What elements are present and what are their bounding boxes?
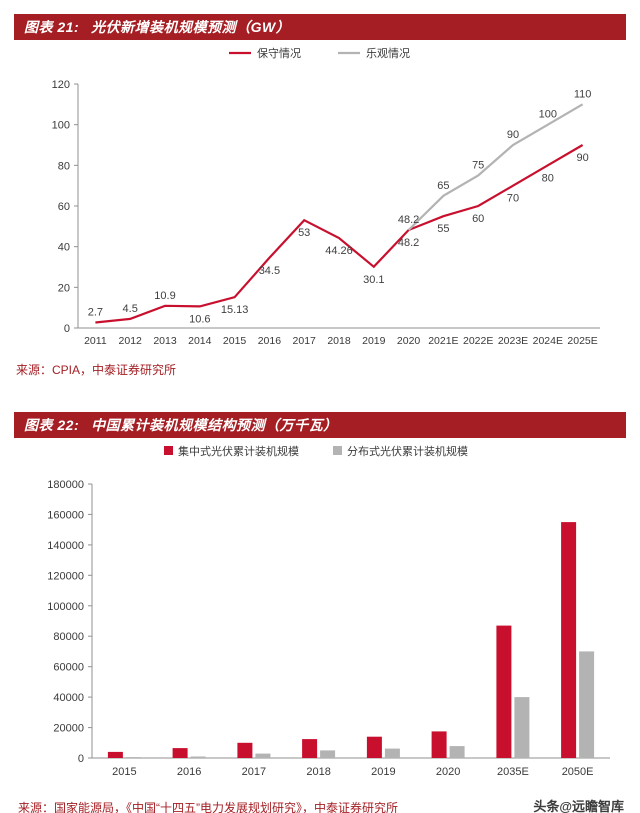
svg-text:30.1: 30.1 (363, 274, 384, 286)
figure-22-tag: 图表 22: (24, 417, 80, 433)
svg-text:2019: 2019 (371, 766, 395, 778)
svg-text:0: 0 (78, 753, 84, 765)
svg-text:100000: 100000 (47, 601, 84, 613)
svg-text:90: 90 (507, 129, 519, 141)
svg-text:2020: 2020 (436, 766, 460, 778)
svg-text:2018: 2018 (306, 766, 330, 778)
svg-text:2017: 2017 (293, 335, 317, 347)
svg-text:2017: 2017 (242, 766, 266, 778)
figure-22-header: 图表 22: 中国累计装机规模结构预测（万千瓦） (14, 412, 626, 438)
svg-text:乐观情况: 乐观情况 (366, 47, 410, 60)
svg-text:2025E: 2025E (567, 335, 597, 347)
svg-text:100: 100 (52, 120, 70, 132)
figure-21: 图表 21: 光伏新增装机规模预测（GW） 0 20 40 60 80 100 120 201… (14, 14, 626, 378)
svg-text:集中式光伏累计装机规模: 集中式光伏累计装机规模 (178, 444, 299, 458)
svg-text:10.6: 10.6 (189, 313, 210, 325)
new-install-line-chart: 0 20 40 60 80 100 120 2011 2012 2013 2014 2015 2016 2… (52, 46, 600, 347)
svg-text:80: 80 (58, 160, 70, 172)
svg-text:34.5: 34.5 (259, 265, 280, 277)
svg-text:0: 0 (64, 323, 70, 335)
svg-text:2015: 2015 (112, 766, 136, 778)
figure-21-tag: 图表 21: (24, 19, 80, 35)
svg-text:44.26: 44.26 (325, 245, 353, 257)
figure-22-footer: 来源：国家能源局，《中国“十四五”电力发展规划研究》，中泰证券研究所 头条@远瞻… (14, 794, 626, 813)
figure-21-body: 0 20 40 60 80 100 120 2011 2012 2013 2014 2015 2016 2… (14, 40, 626, 358)
svg-text:2016: 2016 (258, 335, 282, 347)
svg-text:2015: 2015 (223, 335, 247, 347)
svg-text:2018: 2018 (327, 335, 351, 347)
svg-text:保守情况: 保守情况 (257, 46, 301, 60)
figure-22: 图表 22: 中国累计装机规模结构预测（万千瓦） 0 20000 40000 6000… (14, 412, 626, 813)
svg-text:80000: 80000 (53, 631, 84, 643)
svg-text:2024E: 2024E (533, 335, 563, 347)
svg-text:分布式光伏累计装机规模: 分布式光伏累计装机规模 (347, 444, 468, 458)
svg-text:120000: 120000 (47, 570, 84, 582)
svg-text:2014: 2014 (188, 335, 212, 347)
svg-text:100: 100 (539, 109, 557, 121)
svg-text:2050E: 2050E (562, 766, 594, 778)
figure-22-title: 中国累计装机规模结构预测（万千瓦） (91, 417, 338, 433)
svg-text:55: 55 (437, 223, 449, 235)
svg-text:2023E: 2023E (498, 335, 528, 347)
svg-text:2016: 2016 (177, 766, 201, 778)
figure-21-source: 来源：CPIA，中泰证券研究所 (16, 363, 177, 377)
svg-text:60000: 60000 (53, 662, 84, 674)
svg-text:15.13: 15.13 (221, 304, 249, 316)
figure-21-header: 图表 21: 光伏新增装机规模预测（GW） (14, 14, 626, 40)
svg-text:180000: 180000 (47, 479, 84, 491)
svg-text:2035E: 2035E (497, 766, 529, 778)
svg-text:90: 90 (576, 152, 588, 164)
svg-text:70: 70 (507, 193, 519, 205)
svg-text:4.5: 4.5 (123, 303, 138, 315)
svg-text:48.2: 48.2 (398, 237, 419, 249)
svg-text:20: 20 (58, 282, 70, 294)
svg-text:75: 75 (472, 160, 484, 172)
svg-text:2020: 2020 (397, 335, 421, 347)
figure-22-source: 来源：国家能源局，《中国“十四五”电力发展规划研究》，中泰证券研究所 (18, 801, 398, 813)
svg-text:2.7: 2.7 (88, 307, 103, 319)
svg-text:48.2: 48.2 (398, 214, 419, 226)
svg-text:2022E: 2022E (463, 335, 493, 347)
svg-text:80: 80 (542, 172, 554, 184)
svg-text:2013: 2013 (153, 335, 177, 347)
svg-text:40000: 40000 (53, 692, 84, 704)
svg-text:160000: 160000 (47, 509, 84, 521)
svg-text:10.9: 10.9 (154, 290, 175, 302)
svg-text:40: 40 (58, 242, 70, 254)
watermark: 头条@远瞻智库 (533, 799, 624, 813)
figure-22-body: 0 20000 40000 60000 80000 100000 120000 140000 1… (14, 438, 626, 794)
svg-text:140000: 140000 (47, 540, 84, 552)
svg-text:65: 65 (437, 180, 449, 192)
svg-text:2011: 2011 (84, 335, 107, 347)
svg-text:20000: 20000 (53, 723, 84, 735)
svg-text:110: 110 (574, 88, 592, 100)
svg-text:60: 60 (472, 213, 484, 225)
cumulative-capacity-bar-chart: 0 20000 40000 60000 80000 100000 120000 140000 1… (47, 444, 610, 778)
svg-text:2019: 2019 (362, 335, 386, 347)
svg-text:2012: 2012 (119, 335, 143, 347)
svg-text:120: 120 (52, 79, 70, 91)
svg-text:2021E: 2021E (428, 335, 458, 347)
svg-text:53: 53 (298, 227, 310, 239)
figure-21-title: 光伏新增装机规模预测（GW） (91, 19, 291, 35)
svg-text:60: 60 (58, 201, 70, 213)
